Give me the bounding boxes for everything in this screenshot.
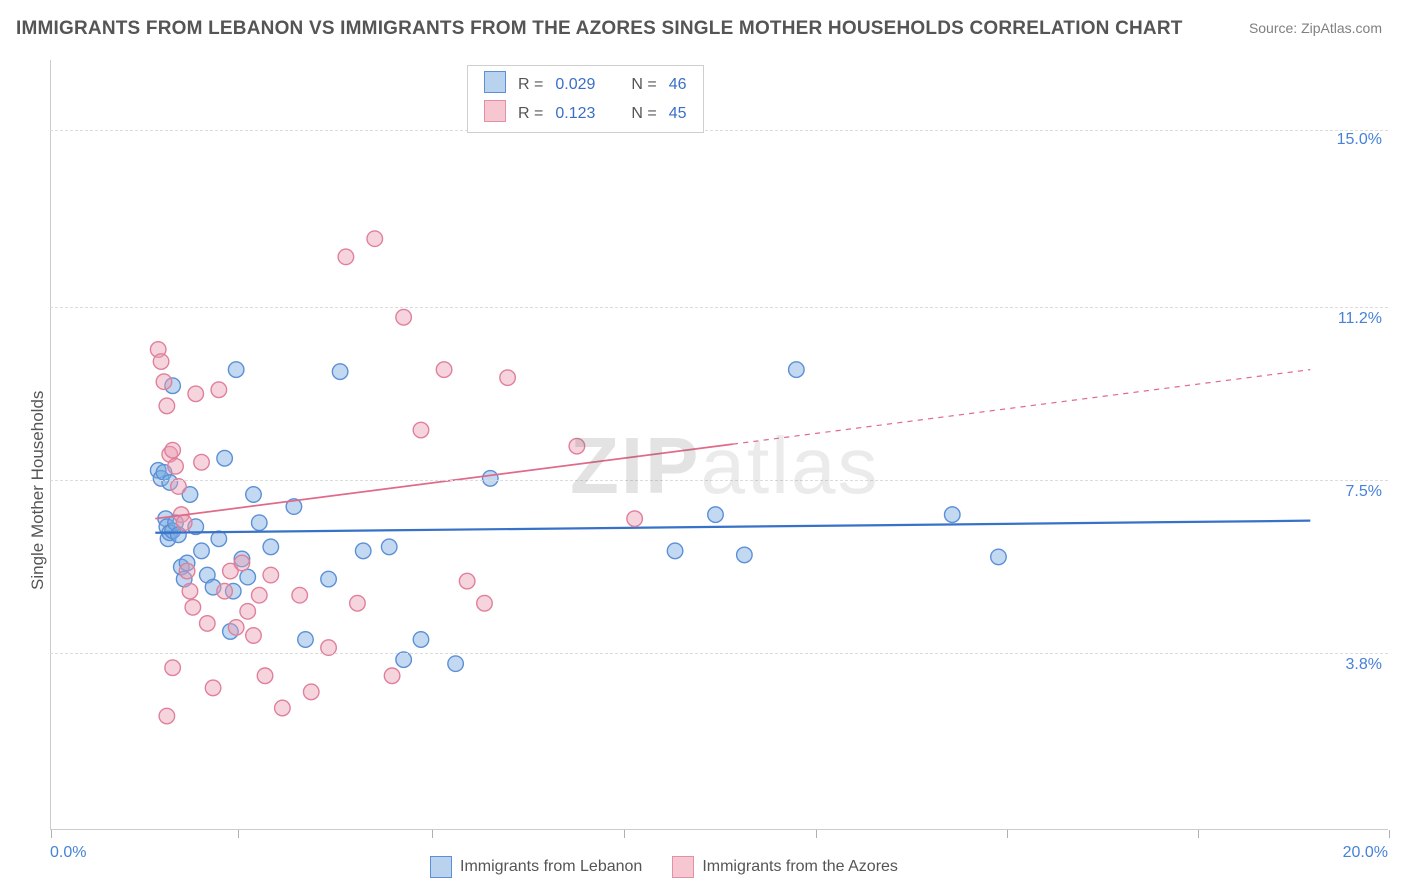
x-last-label: 20.0% [1343,844,1388,862]
legend-swatch [672,856,694,878]
y-tick-label: 11.2% [1338,310,1382,328]
legend-label: Immigrants from Lebanon [460,858,642,876]
legend-swatch [430,856,452,878]
x-tick [432,830,433,838]
stats-row: R = 0.123 N = 45 [478,99,693,128]
x-first-label: 0.0% [50,844,86,862]
n-label: N = [625,70,662,99]
watermark-zip: ZIP [570,421,700,510]
legend-item: Immigrants from Lebanon [430,856,642,878]
chart-title: IMMIGRANTS FROM LEBANON VS IMMIGRANTS FR… [16,18,1183,40]
y-axis-label: Single Mother Households [28,391,48,590]
n-value: 46 [663,70,693,99]
y-tick-label: 7.5% [1346,483,1382,501]
x-tick [1389,830,1390,838]
legend-item: Immigrants from the Azores [672,856,898,878]
grid-line [50,653,1388,654]
x-tick [624,830,625,838]
watermark: ZIPatlas [570,420,879,512]
n-label: N = [625,99,662,128]
legend-swatch [484,71,506,93]
r-label: R = [512,70,549,99]
legend-swatch [484,100,506,122]
y-tick-label: 3.8% [1346,656,1382,674]
bottom-legend: Immigrants from Lebanon Immigrants from t… [430,856,898,878]
grid-line [50,130,1388,131]
x-tick [1007,830,1008,838]
n-value: 45 [663,99,693,128]
source-label: Source: ZipAtlas.com [1249,20,1382,36]
legend-label: Immigrants from the Azores [702,858,898,876]
stats-legend: R = 0.029 N = 46 R = 0.123 N = 45 [467,65,704,133]
grid-line [50,307,1388,308]
r-value: 0.029 [549,70,601,99]
x-tick [1198,830,1199,838]
x-tick [238,830,239,838]
watermark-atlas: atlas [700,421,879,510]
x-tick [51,830,52,838]
y-tick-label: 15.0% [1337,131,1382,149]
stats-row: R = 0.029 N = 46 [478,70,693,99]
r-label: R = [512,99,549,128]
r-value: 0.123 [549,99,601,128]
x-tick [816,830,817,838]
